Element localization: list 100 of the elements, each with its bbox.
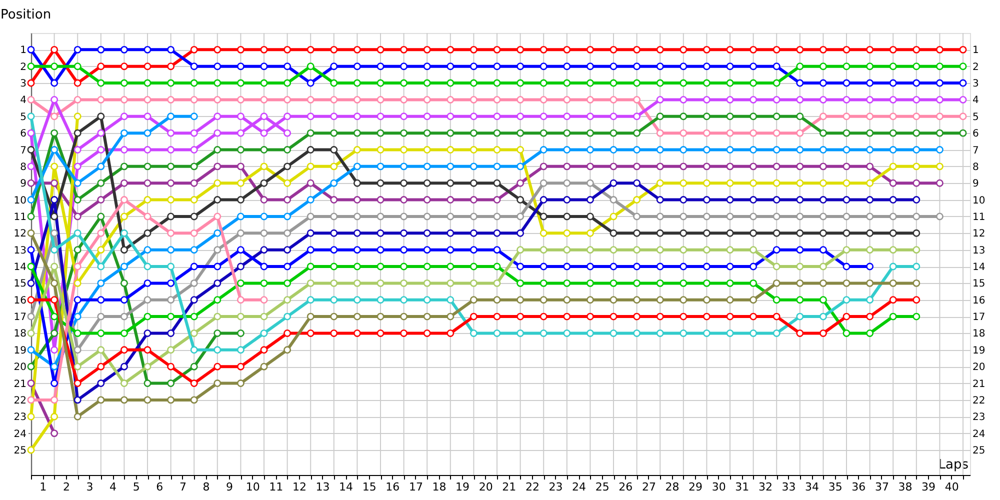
point [889, 112, 897, 120]
point [144, 262, 152, 270]
point [167, 312, 175, 320]
point [144, 229, 152, 237]
point [516, 330, 524, 337]
point [656, 46, 664, 54]
point [750, 229, 758, 237]
point [400, 296, 408, 304]
x-tick-label: 23 [548, 480, 563, 494]
point [27, 146, 35, 154]
point [214, 112, 222, 120]
point [376, 312, 384, 320]
point [772, 179, 780, 187]
point [446, 46, 454, 54]
point [540, 79, 548, 87]
point [772, 112, 780, 120]
point [586, 330, 594, 337]
point [819, 312, 827, 320]
point [702, 279, 710, 287]
point [796, 46, 804, 54]
point [772, 330, 780, 337]
point [306, 330, 314, 337]
point [190, 312, 198, 320]
point [144, 179, 152, 187]
point [656, 129, 664, 137]
point [866, 179, 874, 187]
point [423, 96, 431, 104]
point [306, 129, 314, 137]
point [27, 262, 35, 270]
point [167, 346, 175, 354]
point [446, 229, 454, 237]
point [376, 330, 384, 337]
point [400, 146, 408, 154]
point [97, 79, 105, 87]
point [470, 196, 478, 204]
point [376, 79, 384, 87]
point [493, 62, 501, 70]
point [680, 279, 688, 287]
x-tick-label: 28 [665, 480, 680, 494]
point [912, 246, 920, 254]
point [144, 362, 152, 370]
x-tick-label: 1 [40, 480, 47, 494]
point [236, 346, 244, 354]
point [446, 296, 454, 304]
point [750, 212, 758, 220]
point [446, 112, 454, 120]
point [842, 246, 850, 254]
point [633, 79, 641, 87]
point [214, 296, 222, 304]
point [726, 62, 734, 70]
y2-tick-label: 18 [972, 328, 986, 340]
point [772, 246, 780, 254]
y2-tick-label: 16 [972, 295, 986, 306]
point [260, 296, 268, 304]
point [656, 262, 664, 270]
point [493, 262, 501, 270]
point [633, 196, 641, 204]
point [214, 346, 222, 354]
point [819, 46, 827, 54]
point [27, 129, 35, 137]
point [702, 196, 710, 204]
x-tick-label: 24 [572, 480, 586, 494]
point [27, 79, 35, 87]
point [610, 96, 618, 104]
point [470, 62, 478, 70]
point [260, 112, 268, 120]
point [842, 112, 850, 120]
point [866, 62, 874, 70]
point [446, 162, 454, 170]
point [912, 196, 920, 204]
point [726, 162, 734, 170]
point [97, 162, 105, 170]
point [656, 79, 664, 87]
y-tick-label: 2 [20, 62, 26, 73]
point [330, 246, 338, 254]
point [190, 212, 198, 220]
point [284, 212, 292, 220]
point [400, 212, 408, 220]
point [144, 296, 152, 304]
point [214, 46, 222, 54]
point [236, 146, 244, 154]
point [889, 79, 897, 87]
point [120, 396, 128, 404]
point [796, 179, 804, 187]
point [214, 146, 222, 154]
y-tick-label: 8 [20, 162, 26, 173]
point [97, 112, 105, 120]
point [446, 312, 454, 320]
point [27, 330, 35, 337]
point [842, 179, 850, 187]
point [702, 96, 710, 104]
y-tick-label: 1 [20, 45, 26, 56]
point [866, 212, 874, 220]
point [167, 262, 175, 270]
point [74, 146, 82, 154]
point [702, 312, 710, 320]
point [74, 346, 82, 354]
point [610, 196, 618, 204]
point [214, 312, 222, 320]
point [306, 179, 314, 187]
